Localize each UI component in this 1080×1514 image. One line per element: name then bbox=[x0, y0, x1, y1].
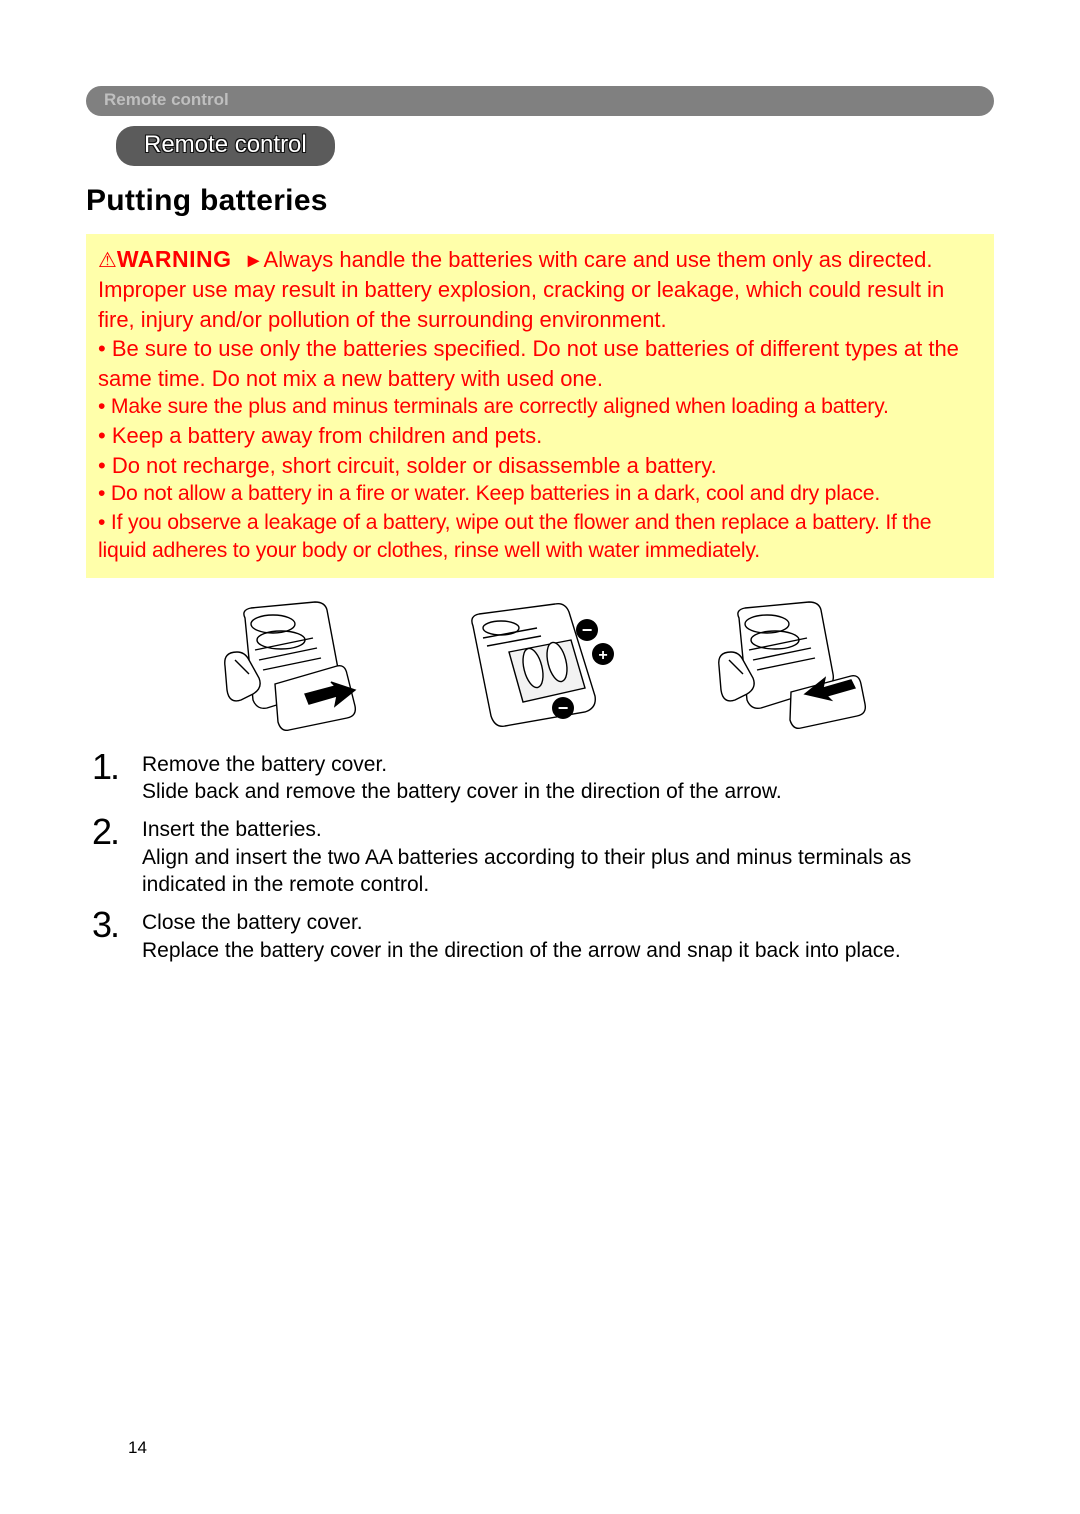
step-1: 1. Remove the battery cover. Slide back … bbox=[92, 749, 988, 806]
step-3: 3. Close the battery cover. Replace the … bbox=[92, 907, 988, 964]
page-number: 14 bbox=[128, 1438, 147, 1458]
step-text: Slide back and remove the battery cover … bbox=[142, 780, 782, 803]
warning-word: WARNING bbox=[117, 246, 232, 272]
warning-lead: ⚠WARNING ►Always handle the batteries wi… bbox=[98, 244, 982, 334]
step-number: 2. bbox=[92, 814, 130, 899]
step-text: Align and insert the two AA batteries ac… bbox=[142, 846, 911, 897]
diagram-close-cover bbox=[705, 596, 875, 731]
warning-bullet-5: • Do not allow a battery in a fire or wa… bbox=[98, 480, 982, 508]
section-pill: Remote control bbox=[116, 126, 335, 166]
warning-bullet-4: • Do not recharge, short circuit, solder… bbox=[98, 451, 982, 480]
warning-arrow-icon: ► bbox=[244, 250, 264, 272]
step-body: Insert the batteries. Align and insert t… bbox=[142, 814, 988, 899]
battery-diagrams: − + − bbox=[86, 578, 994, 749]
diagram-insert-batteries: − + − bbox=[445, 596, 635, 731]
svg-text:−: − bbox=[582, 620, 593, 640]
warning-bullet-6: • If you observe a leakage of a battery,… bbox=[98, 509, 982, 566]
svg-text:−: − bbox=[558, 698, 569, 718]
step-title: Insert the batteries. bbox=[142, 818, 322, 841]
steps-list: 1. Remove the battery cover. Slide back … bbox=[86, 749, 994, 965]
step-body: Close the battery cover. Replace the bat… bbox=[142, 907, 901, 964]
step-number: 3. bbox=[92, 907, 130, 964]
step-body: Remove the battery cover. Slide back and… bbox=[142, 749, 782, 806]
step-title: Close the battery cover. bbox=[142, 911, 363, 934]
step-2: 2. Insert the batteries. Align and inser… bbox=[92, 814, 988, 899]
svg-text:+: + bbox=[598, 647, 607, 664]
warning-box: ⚠WARNING ►Always handle the batteries wi… bbox=[86, 234, 994, 578]
step-title: Remove the battery cover. bbox=[142, 753, 387, 776]
warning-bullet-1: • Be sure to use only the batteries spec… bbox=[98, 334, 982, 393]
section-pill-label: Remote control bbox=[144, 131, 307, 158]
warning-bullet-2: • Make sure the plus and minus terminals… bbox=[98, 393, 982, 421]
step-text: Replace the battery cover in the directi… bbox=[142, 939, 901, 962]
warning-icon: ⚠ bbox=[98, 249, 117, 272]
section-title: Putting batteries bbox=[86, 184, 994, 218]
diagram-remove-cover bbox=[205, 596, 375, 731]
section-tab: Remote control bbox=[86, 86, 994, 116]
section-tab-label: Remote control bbox=[104, 90, 229, 109]
warning-bullet-3: • Keep a battery away from children and … bbox=[98, 421, 982, 450]
step-number: 1. bbox=[92, 749, 130, 806]
